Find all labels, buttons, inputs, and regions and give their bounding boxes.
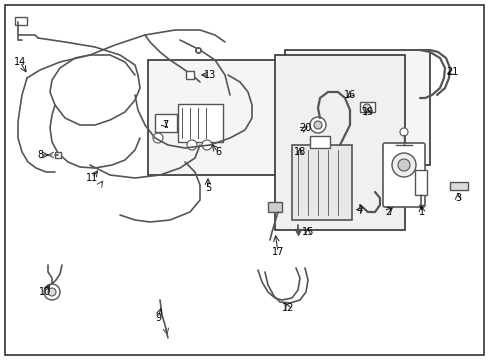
Circle shape bbox=[186, 140, 197, 150]
Circle shape bbox=[362, 104, 370, 112]
Text: 18: 18 bbox=[293, 147, 305, 157]
Text: 20: 20 bbox=[298, 123, 310, 133]
Text: 15: 15 bbox=[301, 227, 314, 237]
FancyBboxPatch shape bbox=[285, 50, 429, 165]
Text: 9: 9 bbox=[155, 313, 161, 323]
Text: 10: 10 bbox=[39, 287, 51, 297]
Text: 16: 16 bbox=[343, 90, 355, 100]
Circle shape bbox=[309, 117, 325, 133]
Bar bbox=[414, 170, 426, 195]
Bar bbox=[449, 182, 467, 190]
FancyBboxPatch shape bbox=[148, 60, 285, 175]
Bar bbox=[359, 102, 374, 112]
FancyBboxPatch shape bbox=[5, 5, 483, 355]
Text: 5: 5 bbox=[204, 183, 211, 193]
Circle shape bbox=[313, 121, 321, 129]
Circle shape bbox=[397, 159, 409, 171]
Bar bbox=[309, 136, 329, 148]
FancyBboxPatch shape bbox=[382, 143, 424, 207]
Circle shape bbox=[153, 133, 163, 143]
Bar bbox=[155, 114, 177, 132]
Text: 14: 14 bbox=[14, 57, 26, 67]
Text: 17: 17 bbox=[271, 247, 284, 257]
Text: 13: 13 bbox=[203, 70, 216, 80]
Circle shape bbox=[44, 284, 60, 300]
Text: 3: 3 bbox=[454, 193, 460, 203]
Text: 1: 1 bbox=[418, 207, 424, 217]
Bar bbox=[178, 104, 223, 142]
Text: 2: 2 bbox=[384, 207, 390, 217]
Text: 8: 8 bbox=[37, 150, 43, 160]
Bar bbox=[267, 202, 282, 212]
Bar bbox=[15, 17, 27, 25]
Circle shape bbox=[48, 288, 56, 296]
Bar bbox=[291, 145, 351, 220]
Text: 7: 7 bbox=[162, 120, 168, 130]
FancyBboxPatch shape bbox=[274, 55, 404, 230]
Text: 6: 6 bbox=[215, 147, 221, 157]
Circle shape bbox=[202, 140, 212, 150]
Text: 4: 4 bbox=[356, 205, 362, 215]
Circle shape bbox=[391, 153, 415, 177]
Text: 21: 21 bbox=[445, 67, 457, 77]
Text: 11: 11 bbox=[86, 173, 98, 183]
Circle shape bbox=[399, 128, 407, 136]
Text: 19: 19 bbox=[361, 107, 373, 117]
Text: 12: 12 bbox=[281, 303, 294, 313]
